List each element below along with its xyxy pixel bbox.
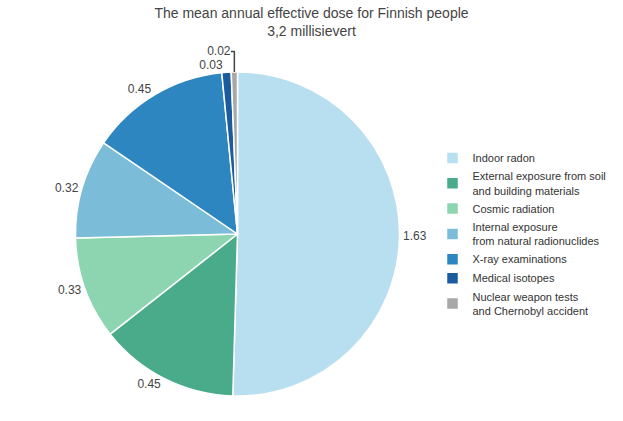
- svg-text:0.45: 0.45: [128, 82, 152, 96]
- svg-text:0.45: 0.45: [137, 377, 161, 391]
- svg-text:Internal exposurefrom natural: Internal exposurefrom natural radionucli…: [473, 221, 600, 247]
- svg-text:0.02: 0.02: [207, 44, 231, 58]
- svg-text:0.33: 0.33: [58, 283, 82, 297]
- svg-text:Indoor radon: Indoor radon: [473, 152, 535, 164]
- svg-text:Cosmic radiation: Cosmic radiation: [473, 203, 555, 215]
- svg-text:Medical isotopes: Medical isotopes: [473, 272, 555, 284]
- svg-text:0.03: 0.03: [199, 58, 223, 72]
- svg-text:X-ray examinations: X-ray examinations: [473, 253, 568, 265]
- svg-text:Nuclear weapon testsand Cherno: Nuclear weapon testsand Chernobyl accide…: [473, 291, 589, 317]
- svg-text:0.32: 0.32: [55, 181, 79, 195]
- svg-text:External exposure from soiland: External exposure from soiland building …: [473, 170, 606, 196]
- svg-text:1.63: 1.63: [403, 229, 427, 243]
- svg-text:The mean annual effective dose: The mean annual effective dose for Finni…: [154, 5, 468, 39]
